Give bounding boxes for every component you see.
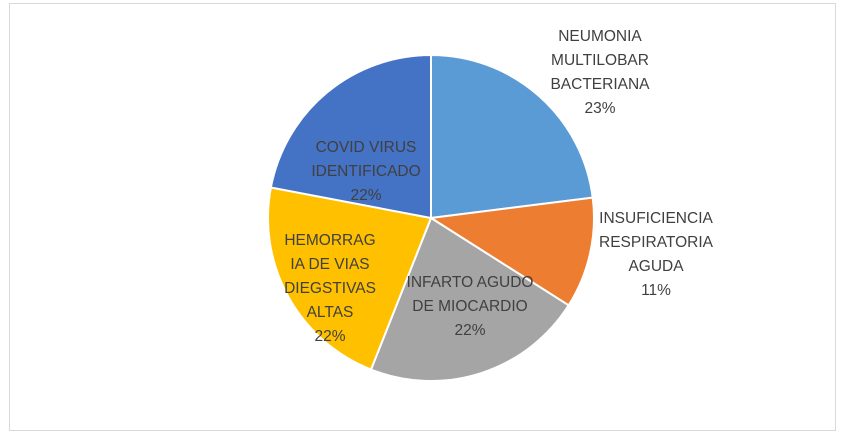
chart-border [9, 3, 836, 431]
pie-slice [267, 186, 433, 371]
data-label: HEMORRAGIA DE VIAS DIEGSTIVAS ALTAS 22% [283, 229, 377, 349]
pie-slice [269, 53, 432, 220]
percent-label: 22% [454, 322, 486, 339]
category-label: INFARTO AGUDO DE MIOCARDIO [406, 274, 534, 315]
pie-slice [428, 196, 595, 307]
percent-label: 23% [584, 100, 616, 117]
percent-label: 22% [350, 187, 382, 204]
data-label: NEUMONIA MULTILOBAR BACTERIANA 23% [535, 25, 665, 121]
category-label: NEUMONIA MULTILOBAR BACTERIANA [550, 28, 650, 93]
data-label: INFARTO AGUDO DE MIOCARDIO 22% [405, 271, 535, 343]
category-label: COVID VIRUS IDENTIFICADO [311, 139, 421, 180]
percent-label: 22% [314, 328, 346, 345]
category-label: HEMORRAGIA DE VIAS DIEGSTIVAS ALTAS [284, 232, 376, 321]
data-label: INSUFICIENCIA RESPIRATORIA AGUDA 11% [590, 207, 722, 303]
category-label: INSUFICIENCIA RESPIRATORIA AGUDA [599, 210, 713, 275]
pie-slice [369, 216, 571, 382]
data-label: COVID VIRUS IDENTIFICADO 22% [300, 136, 432, 208]
pie-slice [430, 53, 594, 220]
percent-label: 11% [641, 282, 671, 299]
